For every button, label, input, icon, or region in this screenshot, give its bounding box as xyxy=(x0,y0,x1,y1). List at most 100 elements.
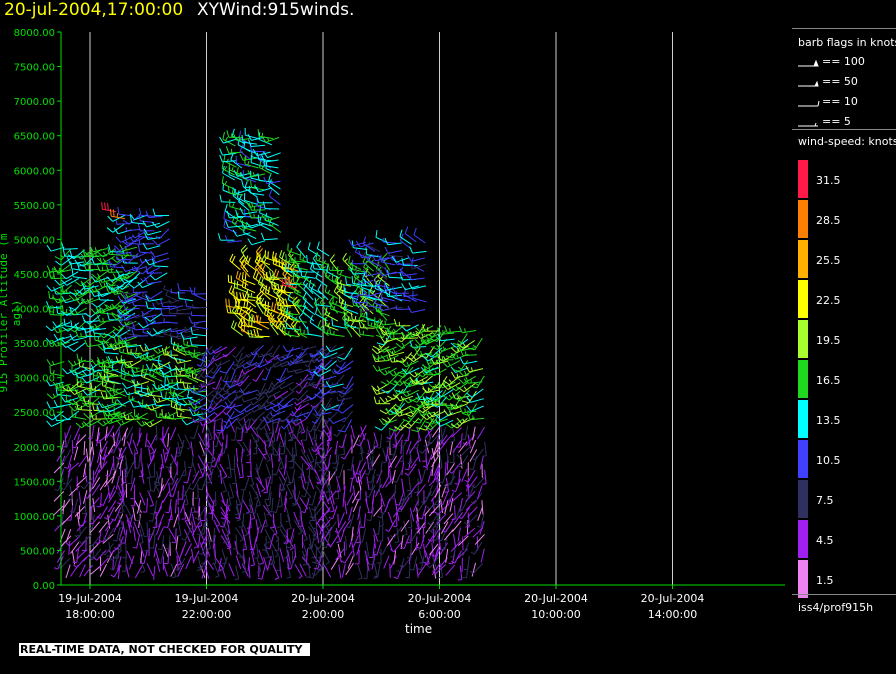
wind-barb xyxy=(180,332,198,340)
wind-barb xyxy=(382,237,397,244)
wind-barb xyxy=(156,300,172,305)
wind-barb xyxy=(380,374,398,386)
wind-barb xyxy=(458,325,477,334)
wind-barb xyxy=(152,346,171,354)
wind-barb xyxy=(324,521,337,535)
wind-barb xyxy=(402,417,420,429)
wind-barb xyxy=(310,283,323,300)
wind-barb xyxy=(255,463,260,479)
wind-barb xyxy=(176,309,192,315)
wind-barb xyxy=(68,321,86,333)
wind-barb xyxy=(431,542,434,558)
wind-barb xyxy=(278,447,281,462)
wind-barb xyxy=(379,318,397,326)
wind-barb xyxy=(252,149,271,157)
wind-barb xyxy=(130,215,146,225)
wind-barb xyxy=(306,255,322,266)
wind-barb xyxy=(469,375,485,389)
wind-barb xyxy=(392,469,403,484)
wind-barb xyxy=(367,255,381,267)
wind-barb xyxy=(312,417,323,432)
wind-barb xyxy=(122,543,127,559)
wind-barb xyxy=(368,455,374,471)
wind-barb xyxy=(199,455,207,470)
wind-barb xyxy=(198,374,209,388)
wind-barb xyxy=(123,367,140,376)
wind-barb xyxy=(99,563,108,577)
wind-barb xyxy=(287,359,303,366)
wind-barb xyxy=(157,535,165,550)
wind-barb xyxy=(467,506,478,518)
wind-barb xyxy=(320,462,331,476)
wind-barb xyxy=(175,397,193,406)
wind-barb xyxy=(387,511,394,526)
wind-barb xyxy=(174,365,193,373)
wind-barb xyxy=(383,555,390,569)
wind-barb xyxy=(84,339,102,348)
wind-barb xyxy=(227,395,243,404)
barb-100-icon xyxy=(798,59,819,67)
wind-barb xyxy=(69,388,88,396)
speed-legend-label: 7.5 xyxy=(816,494,834,507)
wind-barb xyxy=(307,326,323,337)
wind-barb xyxy=(249,439,251,454)
wind-barb xyxy=(75,540,86,552)
wind-barb xyxy=(325,345,344,353)
wind-barb xyxy=(355,267,368,279)
wind-barb xyxy=(193,287,207,301)
wind-barb xyxy=(392,433,404,447)
wind-barb xyxy=(246,289,263,300)
wind-barb xyxy=(312,396,324,409)
wind-barb xyxy=(81,499,87,515)
wind-barb xyxy=(367,241,381,253)
wind-barb xyxy=(243,299,257,314)
wind-barb xyxy=(358,528,366,543)
wind-barb xyxy=(232,534,238,550)
wind-barb xyxy=(247,520,251,535)
legend-divider xyxy=(792,129,896,130)
wind-barb xyxy=(75,419,94,429)
wind-barb xyxy=(355,461,361,475)
wind-barb xyxy=(418,441,432,454)
wind-barb xyxy=(109,556,119,571)
wind-barb xyxy=(417,468,423,485)
wind-barb xyxy=(244,255,257,272)
wind-barb xyxy=(67,484,73,500)
wind-barb xyxy=(250,499,259,514)
wind-barb xyxy=(372,364,391,372)
wind-barb xyxy=(409,441,418,454)
wind-barb xyxy=(235,555,242,569)
wind-barb xyxy=(109,549,123,561)
wind-barb xyxy=(169,369,186,377)
wind-barb xyxy=(316,241,330,257)
wind-barb xyxy=(175,535,179,550)
wind-barb xyxy=(125,514,133,528)
wind-barb xyxy=(438,434,448,447)
speed-color-swatch xyxy=(798,560,808,598)
wind-barb xyxy=(249,425,259,438)
wind-barb xyxy=(272,461,282,476)
wind-barb xyxy=(176,381,193,391)
wind-barb xyxy=(109,343,128,351)
wind-barb xyxy=(221,425,224,440)
wind-barb xyxy=(227,541,232,556)
wind-barb xyxy=(112,383,127,397)
wind-barb xyxy=(177,521,182,537)
wind-barb xyxy=(160,391,177,400)
wind-barb xyxy=(302,305,315,322)
wind-barb xyxy=(213,562,220,578)
barb-legend-label: == 50 xyxy=(822,75,858,88)
wind-barb xyxy=(61,514,72,526)
wind-barb xyxy=(73,427,81,441)
wind-barb xyxy=(333,361,346,374)
speed-legend-label: 10.5 xyxy=(816,454,841,467)
wind-barb xyxy=(121,557,127,572)
wind-barb xyxy=(347,456,354,471)
wind-barb xyxy=(192,470,200,484)
wind-barb xyxy=(181,504,187,520)
wind-barb xyxy=(430,357,449,365)
wind-barb xyxy=(68,540,71,556)
wind-barb xyxy=(424,550,430,566)
station-label: iss4/prof915h xyxy=(798,601,874,614)
wind-barb xyxy=(250,344,264,356)
